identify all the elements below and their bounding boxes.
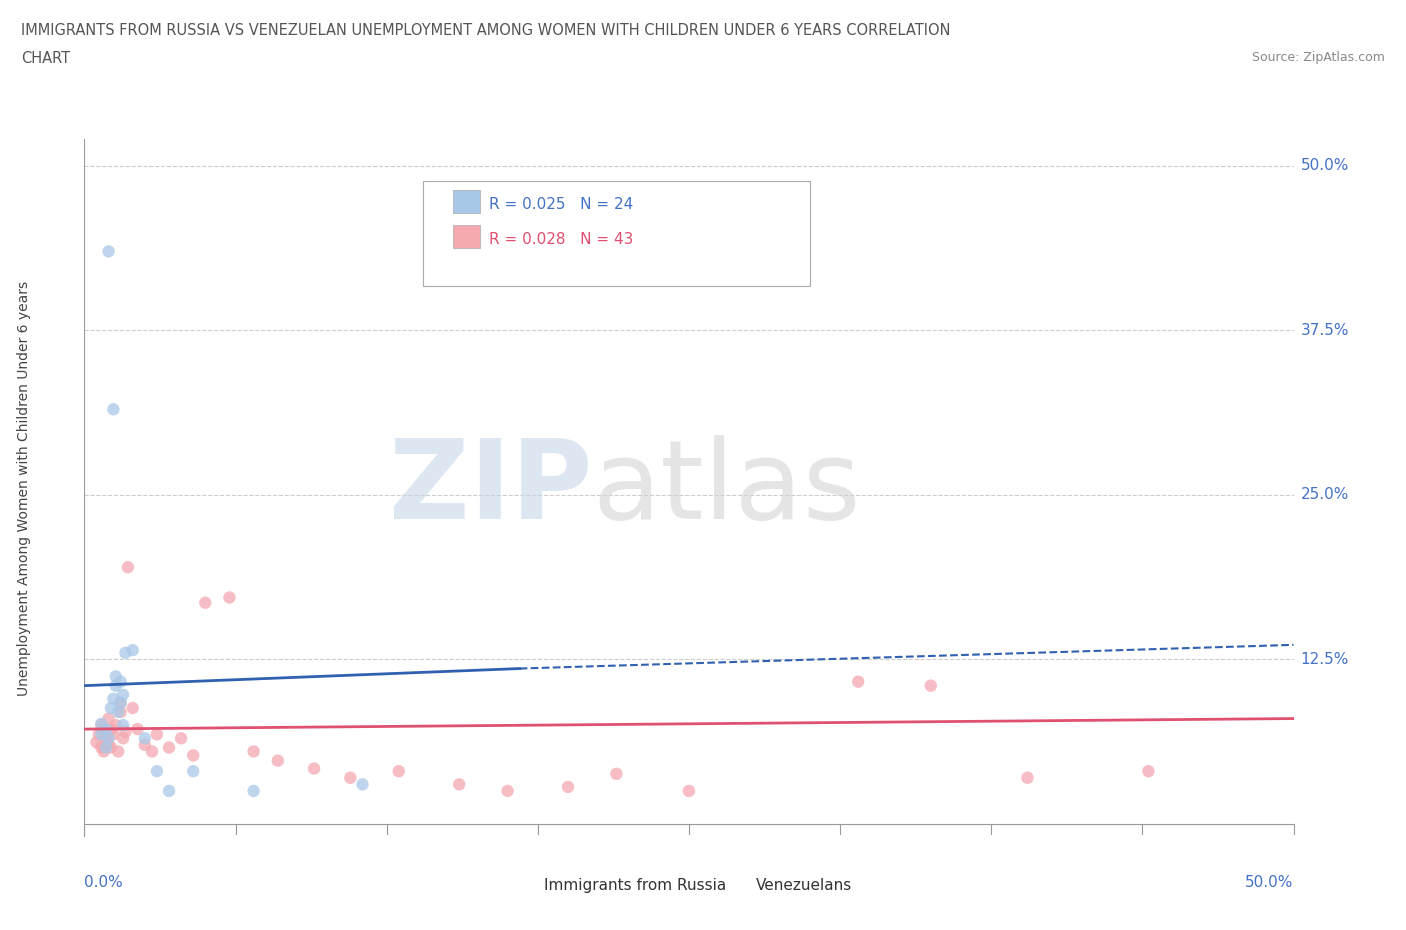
Point — [97, 711, 120, 726]
Point — [104, 718, 127, 733]
Point — [114, 724, 136, 739]
Point — [121, 700, 143, 715]
Bar — [453, 190, 479, 213]
Point — [157, 783, 180, 798]
Text: 37.5%: 37.5% — [1301, 323, 1348, 338]
Point — [100, 722, 122, 737]
Text: 0.0%: 0.0% — [84, 875, 124, 890]
Bar — [453, 224, 479, 247]
Text: atlas: atlas — [592, 434, 860, 542]
Text: Venezuelans: Venezuelans — [755, 878, 852, 894]
Point — [94, 722, 117, 737]
Point — [267, 753, 290, 768]
Point — [1137, 764, 1160, 778]
Text: 25.0%: 25.0% — [1301, 487, 1348, 502]
Text: Immigrants from Russia: Immigrants from Russia — [544, 878, 725, 894]
Point — [97, 731, 120, 746]
Bar — [508, 873, 534, 897]
Point — [302, 761, 325, 776]
Point — [141, 744, 163, 759]
Point — [157, 740, 180, 755]
Point — [449, 777, 471, 791]
Text: ZIP: ZIP — [389, 434, 592, 542]
Point — [114, 645, 136, 660]
Text: Unemployment Among Women with Children Under 6 years: Unemployment Among Women with Children U… — [17, 281, 31, 696]
Point — [94, 740, 117, 755]
Bar — [720, 873, 745, 897]
Point — [103, 691, 125, 706]
Point — [107, 705, 129, 720]
Point — [146, 764, 169, 778]
Point — [94, 731, 117, 746]
Point — [146, 727, 169, 742]
Point — [110, 674, 132, 689]
Point — [90, 740, 112, 755]
Point — [496, 783, 519, 798]
Point — [103, 402, 125, 417]
Point — [121, 643, 143, 658]
Point — [93, 722, 115, 737]
Point — [90, 718, 112, 733]
Point — [97, 737, 120, 752]
Point — [339, 770, 361, 785]
Point — [112, 718, 135, 733]
Point — [100, 740, 122, 755]
Point — [100, 700, 122, 715]
Point — [557, 779, 579, 794]
Point — [110, 696, 132, 711]
Point — [846, 674, 869, 689]
FancyBboxPatch shape — [423, 181, 810, 286]
Point — [352, 777, 374, 791]
Point — [218, 590, 240, 604]
Point — [242, 744, 264, 759]
Point — [388, 764, 411, 778]
Point — [194, 595, 217, 610]
Point — [1017, 770, 1039, 785]
Point — [86, 735, 108, 750]
Point — [104, 678, 127, 693]
Point — [112, 731, 135, 746]
Point — [920, 678, 942, 693]
Point — [127, 722, 149, 737]
Text: R = 0.025   N = 24: R = 0.025 N = 24 — [489, 197, 634, 212]
Text: IMMIGRANTS FROM RUSSIA VS VENEZUELAN UNEMPLOYMENT AMONG WOMEN WITH CHILDREN UNDE: IMMIGRANTS FROM RUSSIA VS VENEZUELAN UNE… — [21, 23, 950, 38]
Point — [605, 766, 627, 781]
Text: 12.5%: 12.5% — [1301, 652, 1348, 667]
Point — [117, 560, 139, 575]
Point — [170, 731, 193, 746]
Point — [90, 716, 112, 731]
Point — [97, 244, 120, 259]
Point — [242, 783, 264, 798]
Point — [134, 731, 156, 746]
Text: R = 0.028   N = 43: R = 0.028 N = 43 — [489, 232, 634, 246]
Point — [107, 744, 129, 759]
Point — [110, 696, 132, 711]
Point — [181, 748, 204, 763]
Point — [104, 669, 127, 684]
Point — [103, 727, 125, 742]
Point — [112, 687, 135, 702]
Point — [678, 783, 700, 798]
Point — [181, 764, 204, 778]
Text: CHART: CHART — [21, 51, 70, 66]
Text: 50.0%: 50.0% — [1301, 158, 1348, 173]
Text: Source: ZipAtlas.com: Source: ZipAtlas.com — [1251, 51, 1385, 64]
Point — [110, 705, 132, 720]
Text: 50.0%: 50.0% — [1246, 875, 1294, 890]
Point — [87, 727, 110, 742]
Point — [93, 744, 115, 759]
Point — [134, 737, 156, 752]
Point — [90, 727, 112, 742]
